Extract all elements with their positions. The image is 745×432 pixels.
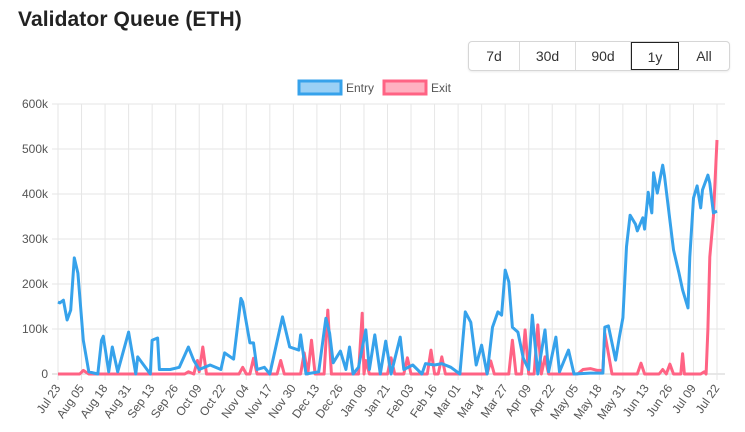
y-tick-label: 100k	[22, 322, 49, 336]
range-button-all[interactable]: All	[696, 48, 712, 64]
series-line-entry	[57, 163, 718, 376]
range-button-1y[interactable]: 1y	[631, 42, 679, 70]
page-title: Validator Queue (ETH)	[18, 8, 242, 31]
y-tick-label: 300k	[22, 232, 49, 246]
range-button-7d[interactable]: 7d	[469, 42, 520, 70]
range-button-30d[interactable]: 30d	[520, 42, 576, 70]
y-axis: 0 100k 200k 300k 400k 500k 600k	[22, 97, 49, 381]
series-lines	[57, 139, 719, 376]
y-tick-label: 400k	[22, 187, 49, 201]
time-range-selector: 7d 30d 90d 1y All	[468, 41, 730, 71]
y-tick-label: 0	[41, 367, 48, 381]
series-line-exit	[58, 139, 719, 376]
x-tick-label: Jul 09	[669, 381, 699, 416]
y-tick-label: 600k	[22, 97, 49, 111]
legend-label-exit[interactable]: Exit	[431, 81, 452, 95]
legend-swatch-entry[interactable]	[297, 79, 343, 96]
x-tick-label: Jul 22	[693, 381, 723, 416]
y-tick-label: 500k	[22, 142, 49, 156]
legend-label-entry[interactable]: Entry	[346, 81, 374, 95]
legend: Entry Exit	[297, 79, 452, 96]
range-button-90d[interactable]: 90d	[576, 42, 631, 70]
y-tick-label: 200k	[22, 277, 49, 291]
legend-swatch-exit[interactable]	[382, 79, 428, 96]
